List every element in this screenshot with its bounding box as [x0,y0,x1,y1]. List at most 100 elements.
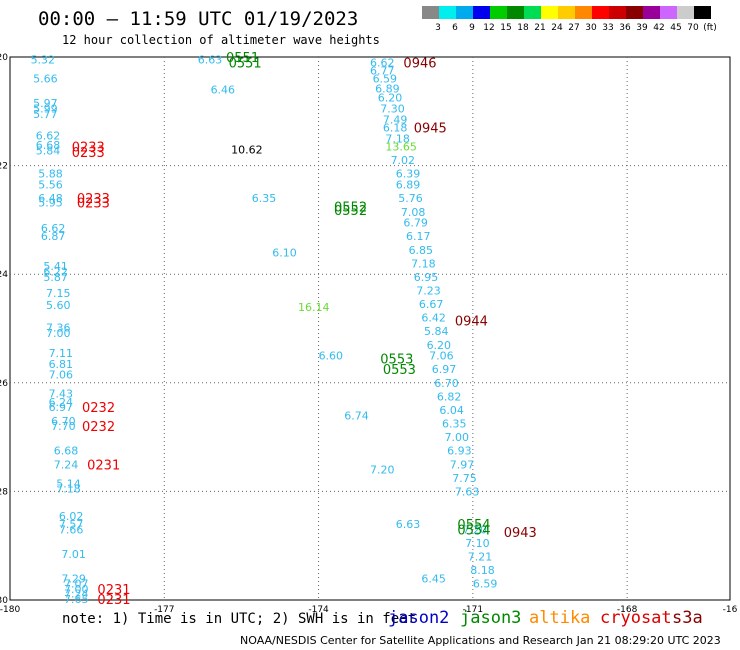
footer-note: note: 1) Time is in UTC; 2) SWH is in fe… [62,611,417,627]
swh-reading: 6.17 [406,230,431,243]
swh-reading: 6.89 [396,179,421,192]
colorbar-label: 36 [619,23,631,33]
swh-reading: 5.32 [31,54,55,67]
chart-title: 00:00 – 11:59 UTC 01/19/2023 [38,8,359,30]
swh-reading: 6.35 [442,418,467,431]
swh-reading: 7.75 [452,472,477,485]
colorbar-label: 24 [551,23,563,33]
swh-reading: 6.74 [344,409,369,422]
pass-time-label: 0552 [334,200,367,215]
colorbar-label: 45 [670,23,681,33]
map-grid [9,56,731,601]
colorbar-swatch [439,6,456,19]
chart-subtitle: 12 hour collection of altimeter wave hei… [62,33,380,47]
colorbar-label: 27 [568,23,579,33]
swh-reading: 5.76 [398,192,423,205]
swh-reading: 6.24 [49,396,73,409]
colorbar-swatch [609,6,626,19]
swh-reading: 7.57 [59,518,84,531]
swh-reading: 7.21 [468,551,493,564]
satellite-legend-item: jason2 [388,608,450,628]
pass-time-label: 0553 [380,352,413,367]
swh-reading: 7.63 [455,485,480,498]
pass-time-label: 0943 [504,526,537,541]
swh-reading: 6.97 [49,401,73,414]
swh-reading: 6.62 [36,130,61,143]
swh-reading: 6.95 [414,271,439,284]
footer-credit: NOAA/NESDIS Center for Satellite Applica… [240,634,721,647]
swh-reading: 6.68 [54,445,79,458]
pass-time-label: 0554 [457,523,490,538]
swh-reading: 7.30 [380,103,405,116]
swh-reading: 7.70 [51,420,75,433]
colorbar-label: 30 [585,23,597,33]
swh-reading: 5.60 [46,299,71,312]
swh-reading: 8.18 [470,564,495,577]
swh-reading: 6.48 [38,192,63,205]
swh-reading: 6.81 [49,358,73,371]
colorbar-swatch [677,6,694,19]
pass-time-label: 0945 [414,122,447,137]
y-tick-label: -30 [0,596,8,606]
color-legend: 3 6 9 12 15 18 21 24 27 30 33 36 39 42 45 70 (ft) [422,6,717,33]
x-tick-label: -16 [723,605,738,615]
swh-reading: 5.14 [56,477,81,490]
colorbar-swatch [626,6,643,19]
colorbar-label: 15 [500,23,511,33]
swh-reading: 7.49 [383,113,408,126]
colorbar-swatch [456,6,473,19]
y-tick-label: -24 [0,270,8,280]
plot-frame [9,56,731,601]
swh-reading: 6.62 [41,222,66,235]
swh-reading: 6.68 [36,139,61,152]
swh-reading: 5.87 [43,271,68,284]
swh-reading: 7.18 [411,257,436,270]
pass-time-label: 0232 [82,401,115,416]
swh-reading: 7.07 [64,578,89,591]
colorbar-swatch [575,6,592,19]
swh-reading: 6.79 [403,217,428,230]
colorbar-label: 12 [483,23,494,33]
swh-reading: 6.04 [439,404,464,417]
swh-reading: 7.29 [61,572,86,585]
swh-reading: 10.62 [231,143,263,156]
swh-reading: 6.85 [409,244,434,257]
satellite-legend-item: jason3 [460,608,522,628]
swh-reading: 6.35 [252,192,277,205]
swh-reading: 7.11 [49,347,73,360]
swh-reading: 6.82 [437,390,462,403]
swh-reading: 6.70 [51,415,75,428]
swh-reading: 5.66 [33,73,58,86]
swh-reading: 5.97 [33,97,58,110]
colorbar-swatch [473,6,490,19]
colorbar-swatch [490,6,507,19]
pass-time-label: 0231 [97,593,130,608]
colorbar-swatch [660,6,677,19]
swh-readings: 5.325.665.975.995.776.626.685.845.885.56… [31,54,498,606]
swh-reading: 6.87 [41,230,66,243]
pass-time-label: 0233 [77,197,110,212]
satellite-legend-item: cryosat [600,608,672,628]
colorbar-label: 70 [687,23,699,33]
x-tick-label: -171 [463,605,483,615]
swh-reading: 7.02 [391,154,416,167]
swh-reading: 7.08 [401,206,426,219]
swh-reading: 6.59 [473,578,498,591]
pass-time-label: 0944 [455,314,488,329]
swh-reading: 6.20 [378,92,403,105]
swh-reading: 7.00 [445,431,470,444]
swh-reading: 7.24 [54,458,79,471]
pass-time-label: 0233 [72,146,105,161]
swh-reading: 6.46 [211,84,236,97]
colorbar-label: 42 [653,23,664,33]
swh-reading: 6.20 [427,339,452,352]
swh-reading: 5.88 [38,168,63,181]
colorbar-label: 39 [636,23,648,33]
swh-reading: 6.62 [370,56,395,69]
colorbar-label: 3 [435,23,441,33]
swh-reading: 7.65 [64,593,89,606]
swh-reading: 6.63 [198,54,223,67]
pass-time-labels: 0233023302330233023202320231023102310551… [72,51,537,608]
